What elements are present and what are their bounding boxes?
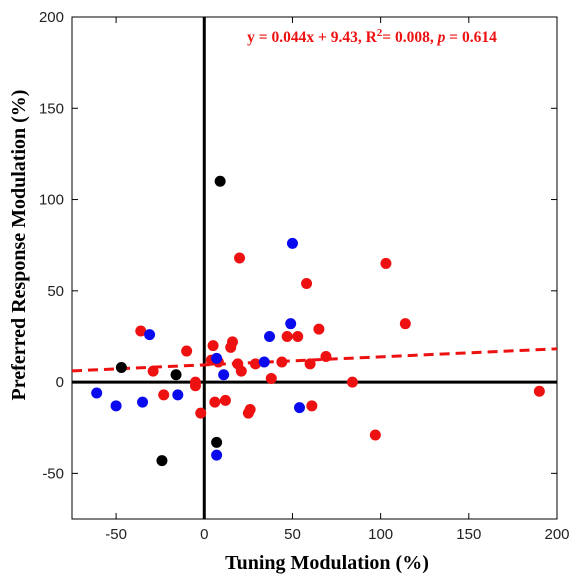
data-point-red	[534, 386, 545, 397]
data-point-blue	[137, 397, 148, 408]
data-point-red	[190, 377, 201, 388]
data-point-red	[305, 358, 316, 369]
data-point-red	[195, 408, 206, 419]
data-point-red	[320, 351, 331, 362]
data-point-red	[181, 346, 192, 357]
y-tick-label: 0	[56, 374, 64, 391]
data-point-red	[266, 373, 277, 384]
data-point-red	[292, 331, 303, 342]
regression-annotation: y = 0.044x + 9.43, R2= 0.008, p = 0.614	[247, 27, 497, 46]
data-point-blue	[218, 369, 229, 380]
data-point-red	[400, 318, 411, 329]
data-point-red	[276, 357, 287, 368]
annotation-prefix: y = 0.044x + 9.43, R	[247, 29, 377, 46]
plot-frame	[72, 17, 557, 519]
annotation-suffix: = 0.614	[445, 29, 497, 46]
data-point-red	[227, 336, 238, 347]
data-point-black	[156, 455, 167, 466]
x-tick-label: 50	[284, 526, 301, 543]
data-point-blue	[259, 357, 270, 368]
data-point-red	[301, 278, 312, 289]
data-point-blue	[287, 238, 298, 249]
regression-line	[72, 349, 557, 371]
x-tick-label: 200	[544, 526, 569, 543]
points-layer	[91, 176, 545, 466]
x-axis-title: Tuning Modulation (%)	[225, 552, 429, 574]
annotation-mid: = 0.008,	[382, 29, 437, 46]
data-point-red	[209, 397, 220, 408]
data-point-blue	[211, 353, 222, 364]
x-tick-label: 150	[456, 526, 481, 543]
data-point-blue	[264, 331, 275, 342]
data-point-black	[171, 369, 182, 380]
data-point-black	[116, 362, 127, 373]
data-point-blue	[111, 400, 122, 411]
data-point-blue	[172, 389, 183, 400]
data-point-red	[236, 366, 247, 377]
y-tick-label: -50	[42, 465, 64, 482]
x-tick-label: 0	[200, 526, 208, 543]
y-tick-label: 100	[39, 192, 64, 209]
data-point-blue	[91, 388, 102, 399]
data-point-red	[158, 389, 169, 400]
x-tick-label: 100	[368, 526, 393, 543]
data-point-red	[234, 252, 245, 263]
annotation-p: p	[436, 29, 446, 46]
data-point-red	[313, 324, 324, 335]
data-point-black	[211, 437, 222, 448]
y-axis-title: Preferred Response Modulation (%)	[8, 90, 30, 401]
data-point-blue	[144, 329, 155, 340]
data-point-red	[370, 430, 381, 441]
fit-layer	[72, 349, 557, 371]
data-point-blue	[294, 402, 305, 413]
data-point-red	[282, 331, 293, 342]
y-tick-label: 150	[39, 100, 64, 117]
data-point-red	[208, 340, 219, 351]
axes-layer	[72, 17, 557, 519]
x-tick-label: -50	[105, 526, 127, 543]
data-point-blue	[285, 318, 296, 329]
data-point-red	[220, 395, 231, 406]
data-point-red	[245, 404, 256, 415]
tick-layer: -50 0 50 100 150 200 -50 0 50 100 150 200	[39, 9, 570, 543]
y-tick-label: 200	[39, 9, 64, 26]
data-point-red	[306, 400, 317, 411]
y-tick-label: 50	[47, 283, 64, 300]
data-point-red	[148, 366, 159, 377]
data-point-red	[380, 258, 391, 269]
data-point-blue	[211, 450, 222, 461]
data-point-red	[347, 377, 358, 388]
data-point-black	[215, 176, 226, 187]
